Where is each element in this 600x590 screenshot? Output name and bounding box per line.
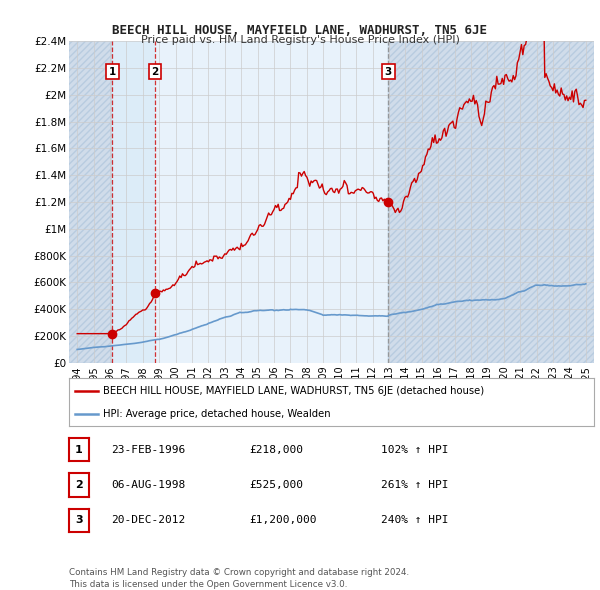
Bar [69, 41, 112, 363]
Text: 06-AUG-1998: 06-AUG-1998 [111, 480, 185, 490]
Text: 1: 1 [109, 67, 116, 77]
Text: £525,000: £525,000 [249, 480, 303, 490]
Text: BEECH HILL HOUSE, MAYFIELD LANE, WADHURST, TN5 6JE (detached house): BEECH HILL HOUSE, MAYFIELD LANE, WADHURS… [103, 386, 484, 396]
Text: 102% ↑ HPI: 102% ↑ HPI [381, 445, 449, 454]
Text: BEECH HILL HOUSE, MAYFIELD LANE, WADHURST, TN5 6JE: BEECH HILL HOUSE, MAYFIELD LANE, WADHURS… [113, 24, 487, 37]
Text: 23-FEB-1996: 23-FEB-1996 [111, 445, 185, 454]
Text: HPI: Average price, detached house, Wealden: HPI: Average price, detached house, Weal… [103, 409, 331, 419]
Text: 1: 1 [75, 445, 83, 454]
Bar [388, 41, 594, 363]
Bar [112, 41, 155, 363]
Text: £218,000: £218,000 [249, 445, 303, 454]
Text: 2: 2 [152, 67, 159, 77]
Text: £1,200,000: £1,200,000 [249, 516, 317, 525]
Text: 2: 2 [75, 480, 83, 490]
Text: 240% ↑ HPI: 240% ↑ HPI [381, 516, 449, 525]
Text: 3: 3 [75, 516, 83, 525]
Text: 3: 3 [385, 67, 392, 77]
Text: Contains HM Land Registry data © Crown copyright and database right 2024.
This d: Contains HM Land Registry data © Crown c… [69, 568, 409, 589]
Text: 20-DEC-2012: 20-DEC-2012 [111, 516, 185, 525]
Text: Price paid vs. HM Land Registry's House Price Index (HPI): Price paid vs. HM Land Registry's House … [140, 35, 460, 45]
Text: 261% ↑ HPI: 261% ↑ HPI [381, 480, 449, 490]
